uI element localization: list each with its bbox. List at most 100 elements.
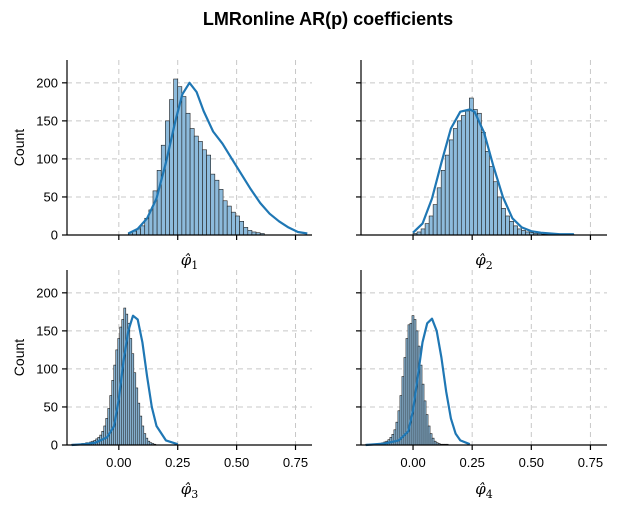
histogram-bar	[226, 205, 232, 236]
histogram-bar	[131, 353, 135, 446]
x-tick-label: 0.75	[283, 455, 308, 470]
histogram-bar	[429, 433, 433, 446]
histogram-bar	[497, 196, 502, 236]
histogram-bar	[521, 230, 526, 236]
histogram-bar	[436, 187, 442, 236]
histogram-bar	[501, 208, 506, 236]
histogram-bar	[189, 128, 195, 236]
histogram-bar	[127, 322, 131, 446]
y-tick-label: 200	[36, 75, 58, 90]
x-tick-label: 0.50	[224, 455, 249, 470]
y-axis-label: Count	[11, 339, 27, 376]
x-tick-label: 0.00	[400, 455, 425, 470]
histogram-bar	[123, 307, 127, 446]
histogram-bar	[103, 425, 107, 446]
histogram-bar	[493, 181, 498, 236]
histogram-bar	[214, 179, 220, 236]
x-tick-label: 0.50	[519, 455, 544, 470]
x-tick-label: 0.75	[578, 455, 603, 470]
histogram-bar	[405, 338, 409, 446]
histogram-bar	[140, 225, 146, 236]
histogram-bar	[477, 112, 482, 236]
histogram-bar	[139, 415, 143, 446]
y-tick-label: 50	[44, 189, 58, 204]
histogram-bar	[145, 437, 149, 446]
histogram-bar	[239, 221, 244, 236]
kde-line	[127, 81, 308, 235]
histogram-bar	[432, 204, 438, 236]
x-axis-label: φ̂4	[475, 480, 493, 501]
histogram-bar	[115, 349, 119, 446]
y-tick-label: 0	[51, 228, 58, 243]
x-axis-label: φ̂2	[475, 251, 493, 272]
subplot-1: 0 50 100 150 200 Count φ̂1	[11, 60, 312, 272]
histogram-bar	[243, 227, 249, 236]
subplot-2: φ̂2	[356, 60, 607, 272]
histogram-bar	[505, 215, 510, 236]
y-tick-label: 100	[36, 361, 58, 376]
histogram-bar	[111, 380, 115, 446]
histogram-bar	[105, 418, 109, 446]
histogram-bar	[440, 170, 446, 236]
histogram-bar	[210, 173, 216, 236]
histogram-bar	[509, 221, 514, 236]
histogram-bar	[427, 425, 431, 446]
x-axis-label: φ̂1	[181, 251, 199, 272]
histogram-bar	[181, 96, 187, 236]
histogram-bar	[425, 414, 429, 446]
histogram-bar	[513, 225, 518, 236]
x-axis-label: φ̂3	[181, 480, 199, 501]
histogram-bar	[469, 97, 474, 236]
histogram-bar	[431, 437, 435, 446]
histogram-bar	[135, 387, 139, 446]
histogram-bar	[109, 395, 113, 446]
histogram-bar	[424, 223, 430, 236]
histogram-bar	[137, 402, 141, 446]
histogram-bar	[456, 120, 462, 236]
histogram-bar	[235, 215, 240, 236]
histogram-bar	[419, 364, 423, 446]
histogram-bar	[444, 154, 450, 236]
histogram-bar	[485, 151, 490, 236]
histogram-bar	[173, 78, 179, 236]
histogram-bar	[107, 408, 111, 446]
histogram-bar	[193, 135, 199, 236]
y-tick-label: 0	[51, 438, 58, 453]
histogram-bar	[198, 141, 203, 236]
histogram-bar	[165, 120, 170, 236]
kde-line	[71, 314, 179, 447]
kde-line	[365, 317, 471, 447]
histogram-bar	[113, 364, 117, 446]
y-tick-label: 50	[44, 399, 58, 414]
kde-line	[412, 108, 574, 236]
histogram-bar	[423, 400, 427, 446]
histogram-bar	[448, 139, 454, 236]
histogram-bar	[517, 228, 522, 236]
histogram-bar	[121, 319, 125, 446]
figure-title: LMRonline AR(p) coefficients	[203, 9, 453, 29]
histogram-bar	[143, 433, 147, 446]
x-tick-label: 0.25	[165, 455, 190, 470]
y-axis-label: Count	[11, 129, 27, 166]
histogram-bar	[391, 434, 395, 446]
histogram-bar	[403, 357, 407, 446]
histogram-bar	[393, 429, 397, 446]
histogram-bar	[133, 372, 137, 446]
histogram-bar	[465, 110, 470, 236]
histogram-bar	[206, 154, 212, 236]
histogram-bar	[129, 338, 133, 446]
histogram-bar	[160, 144, 166, 236]
histogram-bar	[222, 200, 228, 236]
histogram-bar	[452, 128, 458, 236]
histogram-bar	[202, 149, 207, 236]
y-tick-label: 200	[36, 285, 58, 300]
histogram-bar	[411, 315, 415, 446]
histogram-bar	[489, 166, 494, 236]
histogram-bar	[141, 425, 145, 446]
histogram-bar	[413, 319, 417, 446]
histogram-bar	[473, 109, 478, 236]
histogram-bar	[420, 228, 426, 236]
histogram-bar	[481, 131, 486, 236]
